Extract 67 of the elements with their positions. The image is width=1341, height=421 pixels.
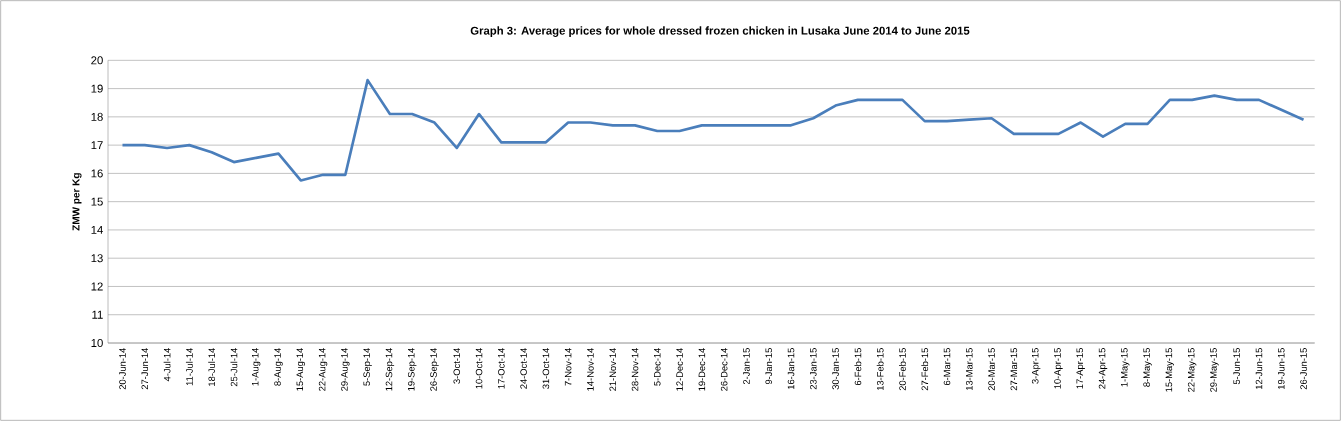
x-tick-label: 24-Apr-15: [1098, 348, 1108, 389]
x-tick-label: 29-May-15: [1210, 348, 1219, 392]
x-tick-label: 19-Jun-15: [1277, 348, 1285, 390]
y-tick-label: 12: [91, 282, 103, 291]
x-tick-label: 5-Sep-14: [363, 347, 372, 386]
x-tick-label: 26-Dec-14: [720, 347, 728, 391]
y-tick-label: 15: [91, 197, 103, 206]
x-tick-label: 5-Dec-14: [654, 347, 661, 386]
x-tick-label: 26-Sep-14: [430, 347, 439, 391]
y-tick-label: 20: [91, 56, 103, 65]
x-tick-label: 11-Jul-14: [185, 347, 193, 386]
y-tick-label: 14: [91, 226, 103, 234]
x-tick-label: 15-May-15: [1165, 348, 1175, 392]
x-tick-label: 17-Apr-15: [1076, 348, 1085, 389]
x-tick-label: 18-Jul-14: [208, 347, 216, 386]
x-tick-label: 27-Mar-15: [1010, 348, 1018, 391]
x-tick-label: 27-Jun-14: [141, 347, 149, 390]
x-tick-label: 19-Dec-14: [698, 347, 706, 391]
x-tick-label: 16-Jan-15: [787, 348, 795, 390]
x-tick-label: 2-Jan-15: [743, 348, 750, 385]
y-tick-label: 16: [91, 169, 103, 178]
x-tick-label: 10-Apr-15: [1054, 348, 1063, 389]
x-tick-label: 14-Nov-14: [587, 347, 594, 391]
x-tick-label: 22-May-15: [1187, 348, 1197, 392]
x-tick-label: 29-Aug-14: [341, 347, 350, 391]
x-tick-label: 6-Mar-15: [943, 348, 951, 386]
x-tick-label: 1-May-15: [1121, 348, 1130, 387]
y-tick-label: 11: [92, 310, 103, 319]
y-tick-label: 19: [91, 84, 103, 93]
x-tick-label: 3-Apr-15: [1031, 348, 1041, 384]
chart-title: Graph 3: Average prices for whole dressed frozen chicken in Lusaka June 2014 to June 2015: [470, 26, 970, 37]
x-tick-label: 3-Oct-14: [453, 347, 461, 384]
x-tick-label: 9-Jan-15: [765, 348, 773, 385]
x-tick-label: 22-Aug-14: [318, 347, 328, 391]
x-tick-label: 4-Jul-14: [163, 347, 171, 382]
x-tick-label: 26-Jun-15: [1300, 348, 1307, 390]
x-tick-label: 12-Jun-15: [1255, 348, 1263, 390]
x-tick-label: 13-Feb-15: [876, 348, 884, 391]
x-tick-label: 21-Nov-14: [609, 347, 617, 391]
x-tick-label: 24-Oct-14: [520, 347, 527, 389]
x-tick-label: 6-Feb-15: [854, 348, 862, 386]
x-tick-label: 12-Dec-14: [676, 347, 683, 391]
x-tick-label: 30-Jan-15: [832, 348, 839, 390]
y-tick-label: 13: [91, 254, 103, 263]
x-tick-label: 13-Mar-15: [965, 348, 973, 391]
x-tick-label: 7-Nov-14: [564, 347, 572, 386]
x-tick-label: 20-Feb-15: [899, 348, 906, 391]
x-tick-label: 20-Mar-15: [988, 348, 995, 391]
x-tick-label: 20-Jun-14: [119, 347, 126, 390]
x-tick-label: 25-Jul-14: [230, 347, 238, 387]
y-axis-title: ZMW per Kg: [72, 173, 82, 231]
x-tick-label: 8-Aug-14: [274, 347, 283, 386]
x-tick-label: 28-Nov-14: [631, 347, 639, 391]
x-tick-label: 10-Oct-14: [475, 347, 483, 389]
x-tick-label: 31-Oct-14: [542, 347, 550, 389]
x-tick-label: 8-May-15: [1143, 348, 1152, 387]
x-tick-label: 23-Jan-15: [810, 348, 817, 390]
x-tick-label: 5-Jun-15: [1233, 348, 1240, 385]
x-tick-label: 17-Oct-14: [498, 347, 505, 389]
x-tick-label: 12-Sep-14: [385, 347, 395, 391]
x-tick-label: 19-Sep-14: [407, 347, 417, 391]
y-tick-label: 10: [91, 339, 103, 348]
y-tick-label: 18: [91, 112, 103, 121]
x-tick-label: 15-Aug-14: [296, 347, 305, 391]
x-tick-label: 27-Feb-15: [921, 348, 929, 391]
x-tick-label: 1-Aug-14: [252, 347, 261, 386]
y-tick-label: 17: [91, 141, 103, 150]
